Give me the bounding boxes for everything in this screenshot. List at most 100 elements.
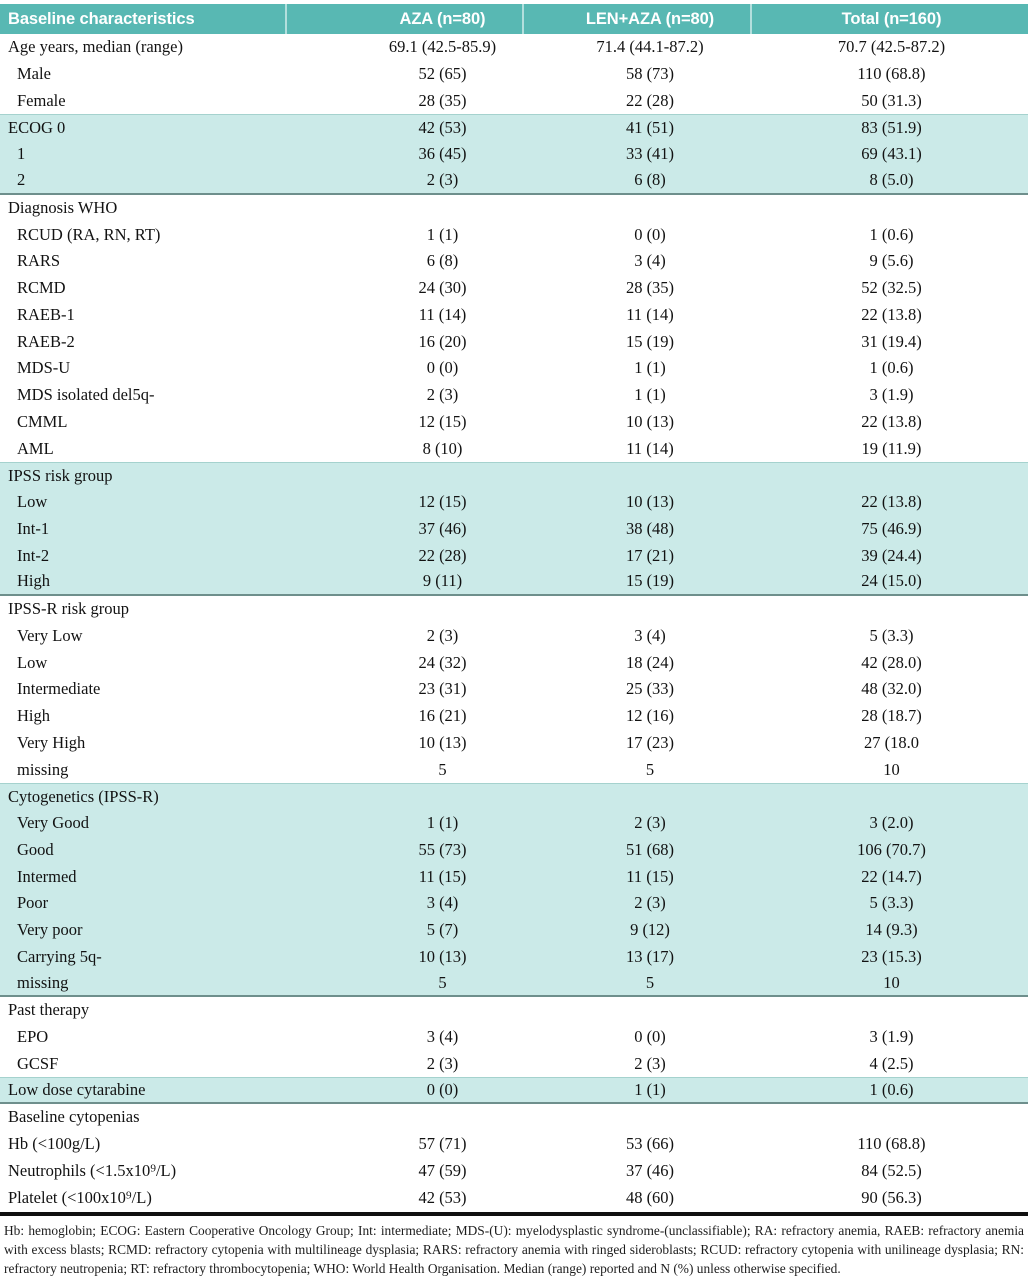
row-label: Neutrophils (<1.5x10⁹/L) [8, 1160, 177, 1180]
table-bottom-rule [0, 1212, 1028, 1216]
header-cell-lenaza: LEN+AZA (n=80) [585, 9, 715, 28]
cell-value: 10 [883, 972, 900, 992]
cell-value: 58 (73) [625, 64, 675, 84]
table-row: IPSS risk group [0, 462, 1028, 489]
table-row: Baseline cytopenias [0, 1104, 1028, 1131]
cell-value: 24 (30) [418, 278, 467, 298]
row-label: High [17, 571, 50, 591]
table-row: Cytogenetics (IPSS-R) [0, 783, 1028, 810]
cell-value: 5 (3.3) [869, 893, 914, 913]
cell-value: 2 (3) [426, 1053, 459, 1073]
cell-value: 22 (13.8) [861, 492, 922, 512]
cell-value: 0 (0) [634, 224, 666, 244]
table-row: High 16 (21) 12 (16) 28 (18.7) [0, 703, 1028, 730]
cell-value: 38 (48) [625, 518, 675, 538]
cell-value: 84 (52.5) [861, 1160, 922, 1180]
cell-value: 106 (70.7) [857, 839, 926, 859]
header-cell-total: Total (n=160) [841, 9, 942, 28]
table-row: EPO 3 (4) 0 (0) 3 (1.9) [0, 1024, 1028, 1051]
table-row: Intermed 11 (15) 11 (15) 22 (14.7) [0, 863, 1028, 890]
cell-value: 3 (4) [426, 1027, 459, 1047]
cell-value: 42 (53) [418, 1187, 467, 1207]
cell-value: 69.1 (42.5-85.9) [388, 37, 497, 57]
table-row: Good 55 (73) 51 (68) 106 (70.7) [0, 836, 1028, 864]
row-label: AML [17, 438, 54, 458]
cell-value: 2 (3) [634, 893, 666, 913]
row-label: RAEB-2 [17, 331, 75, 351]
table-row: Int-1 37 (46) 38 (48) 75 (46.9) [0, 515, 1028, 543]
row-label: IPSS risk group [8, 465, 113, 485]
cell-value: 52 (65) [418, 64, 467, 84]
cell-value: 3 (4) [634, 625, 666, 645]
header-seam [522, 4, 524, 34]
row-label: EPO [17, 1027, 49, 1047]
cell-value: 5 [438, 972, 447, 992]
cell-value: 17 (23) [625, 732, 675, 752]
cell-value: 2 (3) [426, 385, 459, 405]
cell-value: 47 (59) [418, 1160, 467, 1180]
cell-value: 11 (14) [418, 304, 467, 324]
table-row: RCUD (RA, RN, RT) 1 (1) 0 (0) 1 (0.6) [0, 221, 1028, 248]
cell-value: 22 (14.7) [861, 866, 922, 886]
table-header-row: Baseline characteristics AZA (n=80) LEN+… [0, 4, 1028, 34]
cell-value: 10 [883, 759, 900, 779]
cell-value: 12 (15) [418, 411, 467, 431]
cell-value: 16 (21) [418, 706, 467, 726]
cell-value: 0 (0) [426, 1080, 459, 1100]
cell-value: 6 (8) [634, 170, 666, 190]
cell-value: 48 (32.0) [861, 679, 922, 699]
cell-value: 19 (11.9) [861, 438, 922, 458]
row-label: Very High [17, 732, 86, 752]
cell-value: 12 (16) [625, 706, 675, 726]
row-label: Int-2 [17, 545, 50, 565]
cell-value: 69 (43.1) [861, 144, 922, 164]
row-label: Platelet (<100x10⁹/L) [8, 1187, 152, 1207]
cell-value: 9 (11) [422, 571, 463, 591]
table-row: Low dose cytarabine 0 (0) 1 (1) 1 (0.6) [0, 1077, 1028, 1104]
table-row: Female 28 (35) 22 (28) 50 (31.3) [0, 88, 1028, 115]
cell-value: 110 (68.8) [857, 64, 926, 84]
row-label: Intermed [17, 866, 77, 886]
header-cell-aza: AZA (n=80) [399, 9, 486, 28]
table-row: Hb (<100g/L) 57 (71) 53 (66) 110 (68.8) [0, 1131, 1028, 1158]
row-label: Carrying 5q- [17, 946, 102, 966]
cell-value: 5 [645, 972, 655, 992]
table-row: Past therapy [0, 997, 1028, 1024]
cell-value: 11 (15) [418, 866, 467, 886]
cell-value: 5 [438, 759, 447, 779]
row-label: Very poor [17, 920, 83, 940]
cell-value: 27 (18.0 [864, 732, 919, 752]
row-label: Low [17, 492, 48, 512]
cell-value: 3 (2.0) [869, 813, 914, 833]
cell-value: 11 (14) [626, 304, 674, 324]
cell-value: 110 (68.8) [857, 1134, 926, 1154]
table-row: Low 24 (32) 18 (24) 42 (28.0) [0, 649, 1028, 676]
table-row: ECOG 0 42 (53) 41 (51) 83 (51.9) [0, 114, 1028, 141]
table-row: 1 36 (45) 33 (41) 69 (43.1) [0, 141, 1028, 168]
row-label: Female [17, 90, 66, 110]
table-row: 2 2 (3) 6 (8) 8 (5.0) [0, 167, 1028, 195]
row-label: ECOG 0 [8, 118, 66, 138]
row-label: Very Low [17, 625, 83, 645]
table-row: High 9 (11) 15 (19) 24 (15.0) [0, 569, 1028, 596]
cell-value: 2 (3) [426, 625, 459, 645]
header-seam [285, 4, 287, 34]
table-row: RCMD 24 (30) 28 (35) 52 (32.5) [0, 275, 1028, 302]
table-row: Neutrophils (<1.5x10⁹/L) 47 (59) 37 (46)… [0, 1158, 1028, 1185]
row-label: missing [17, 972, 69, 992]
cell-value: 12 (15) [418, 492, 467, 512]
cell-value: 83 (51.9) [861, 118, 922, 138]
row-label: 1 [17, 144, 26, 164]
cell-value: 39 (24.4) [861, 545, 922, 565]
cell-value: 75 (46.9) [861, 518, 922, 538]
cell-value: 1 (1) [426, 813, 459, 833]
row-label: Intermediate [17, 679, 101, 699]
cell-value: 9 (5.6) [869, 251, 914, 271]
cell-value: 1 (0.6) [869, 224, 914, 244]
table-row: Intermediate 23 (31) 25 (33) 48 (32.0) [0, 676, 1028, 703]
row-label: Very Good [17, 813, 89, 833]
cell-value: 70.7 (42.5-87.2) [837, 37, 946, 57]
cell-value: 6 (8) [426, 251, 459, 271]
cell-value: 14 (9.3) [865, 920, 918, 940]
cell-value: 24 (15.0) [861, 571, 922, 591]
